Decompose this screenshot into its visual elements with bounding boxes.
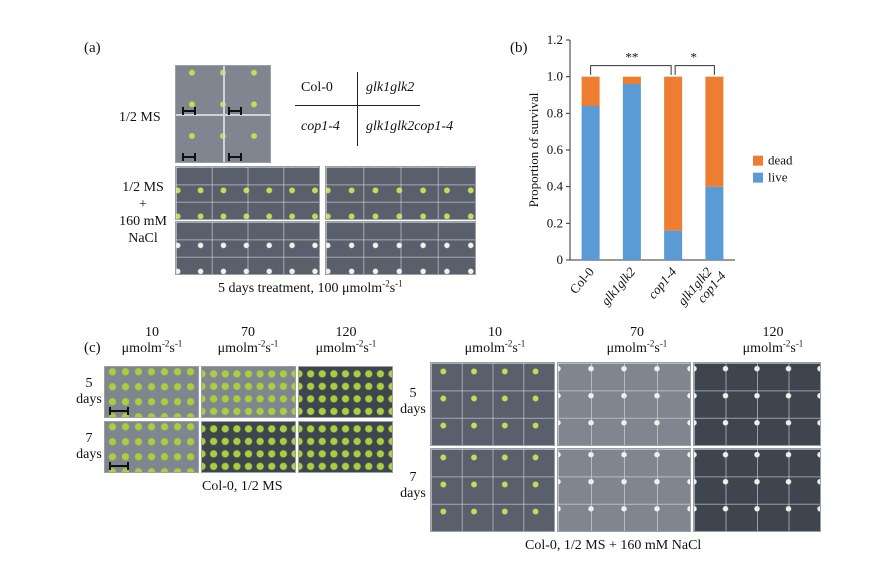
- y-tick-label: 0.2: [547, 215, 563, 230]
- right-plate-d7-70-image: [557, 448, 691, 532]
- right-plate-d7-120-image: [693, 448, 821, 532]
- y-tick-label: 0.4: [547, 179, 564, 194]
- y-axis-label: Proportion of survival: [526, 92, 541, 207]
- row-label-nacl-2: +: [139, 197, 147, 212]
- y-tick-label: 0.8: [547, 105, 563, 120]
- survival-chart: 0 0.2 0.4 0.6 0.8 1.0 1.2 Proportion of surviva…: [526, 32, 793, 308]
- left-day-7: 7 days: [76, 431, 102, 462]
- left-intensity-70: 70 μmolm-2s-1: [217, 325, 279, 356]
- right-plate-d7-10-image: [430, 448, 555, 532]
- significance-bracket: [674, 65, 715, 75]
- nacl-plate-col0-image: [175, 166, 320, 220]
- x-tick-label: glk1glk2: [598, 264, 639, 308]
- key-glk1glk2cop1-4: glk1glk2cop1-4: [366, 119, 454, 134]
- right-intensity-70: 70 μmolm-2s-1: [606, 325, 668, 356]
- left-plate-d5-120-image: [298, 366, 393, 418]
- row-label-ms: 1/2 MS: [119, 110, 161, 125]
- bar-live: [705, 186, 724, 260]
- row-label-nacl-3: 160 mM: [119, 214, 167, 229]
- significance-label: *: [691, 50, 698, 65]
- y-tick-label: 1.2: [547, 32, 563, 47]
- legend-swatch: [753, 172, 763, 183]
- y-tick-label: 1.0: [547, 69, 563, 84]
- significance-bracket: [590, 65, 672, 75]
- row-label-nacl-4: NaCl: [128, 231, 158, 246]
- legend-swatch: [753, 155, 763, 166]
- key-col0: Col-0: [301, 80, 333, 95]
- bar-dead: [705, 76, 724, 187]
- panel-c-right-caption: Col-0, 1/2 MS + 160 mM NaCl: [525, 538, 702, 553]
- right-plate-d5-10-image: [430, 362, 555, 446]
- right-plate-d5-120-image: [693, 362, 821, 446]
- nacl-plate-triple-image: [325, 221, 476, 275]
- nacl-plate-glk1glk2-image: [325, 166, 476, 220]
- bar-dead: [622, 76, 641, 84]
- left-intensity-120: 120 μmolm-2s-1: [315, 325, 377, 356]
- row-label-nacl-1: 1/2 MS: [122, 180, 164, 195]
- panel-a-caption: 5 days treatment, 100 μmolm-2s-1: [218, 278, 403, 296]
- left-day-5: 5 days: [76, 376, 102, 407]
- key-glk1glk2: glk1glk2: [366, 80, 415, 95]
- x-tick-label: cop1-4: [645, 264, 680, 302]
- bar-dead: [581, 76, 600, 106]
- x-tick-label: Col-0: [566, 264, 597, 296]
- left-plate-d5-10-image: [104, 366, 199, 418]
- bar-dead: [664, 76, 683, 231]
- panel-c-label: (c): [84, 340, 101, 356]
- y-tick-label: 0.6: [547, 142, 564, 157]
- bar-live: [581, 106, 600, 260]
- panel-b-label: (b): [510, 40, 528, 56]
- legend-label: live: [768, 170, 788, 185]
- left-plate-d7-70-image: [201, 421, 296, 473]
- left-plate-d7-10-image: [104, 421, 199, 473]
- panel-a-label: (a): [84, 40, 101, 56]
- right-intensity-10: 10 μmolm-2s-1: [464, 325, 526, 356]
- right-plate-d5-70-image: [557, 362, 691, 446]
- legend-label: dead: [768, 153, 793, 168]
- bar-live: [622, 84, 641, 260]
- significance-label: **: [625, 50, 638, 65]
- left-intensity-10: 10 μmolm-2s-1: [121, 325, 183, 356]
- ms-control-plate-image: [175, 65, 271, 163]
- left-plate-d5-70-image: [201, 366, 296, 418]
- right-day-7: 7 days: [400, 470, 426, 501]
- right-intensity-120: 120 μmolm-2s-1: [742, 325, 804, 356]
- y-tick-label: 0: [557, 252, 564, 267]
- panel-c-left-caption: Col-0, 1/2 MS: [202, 479, 283, 494]
- nacl-plate-cop1-4-image: [175, 221, 320, 275]
- bar-live: [664, 230, 683, 260]
- left-plate-d7-120-image: [298, 421, 393, 473]
- key-vertical-divider: [357, 72, 358, 146]
- key-cop1-4: cop1-4: [301, 119, 340, 134]
- right-day-5: 5 days: [400, 386, 426, 417]
